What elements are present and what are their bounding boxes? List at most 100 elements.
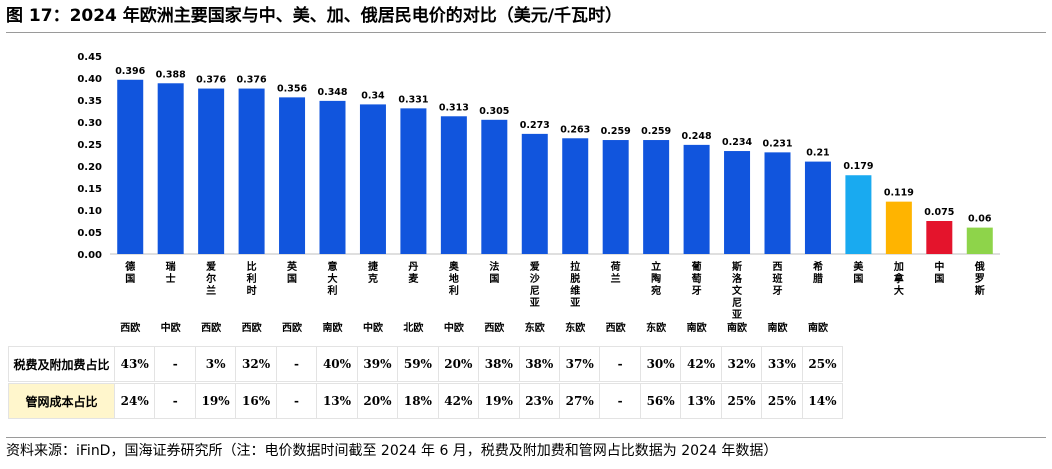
region-label: 西欧 [120, 321, 140, 334]
bar [319, 100, 346, 254]
source-note: 资料来源：iFinD，国海证券研究所（注：电价数据时间截至 2024 年 6 月… [6, 443, 778, 459]
share-value: 42% [680, 346, 722, 382]
category-label: 俄罗斯 [974, 260, 985, 297]
share-value: 32% [235, 346, 277, 382]
category-label: 拉脱维亚 [570, 260, 580, 309]
share-value: 13% [680, 383, 722, 419]
region-label: 东欧 [565, 321, 585, 334]
bar [804, 161, 831, 254]
share-value: 37% [558, 346, 601, 382]
category-label: 斯洛文尼亚 [732, 260, 743, 321]
region-label: 南欧 [768, 321, 788, 334]
tax-share-row: 税费及附加费占比 43% -3% 32% -40% 39% 59% 20% 38% 38% 37%… [8, 346, 844, 382]
share-value: 14% [801, 383, 844, 419]
value-label: 0.179 [843, 161, 873, 172]
y-tick-label: 0.25 [77, 140, 102, 151]
region-label: 东欧 [525, 321, 545, 334]
bar [602, 140, 629, 254]
value-label: 0.396 [115, 66, 145, 77]
share-value: - [599, 346, 641, 382]
region-label: 东欧 [646, 321, 666, 334]
category-label: 捷克 [368, 260, 379, 285]
share-value: 59% [397, 346, 439, 382]
value-label: 0.376 [237, 75, 267, 86]
value-labels: 0.396 0.388 0.376 0.376 0.356 0.348 0.34 0.331 0… [115, 66, 992, 225]
value-label: 0.313 [439, 102, 469, 113]
share-value: - [599, 383, 641, 419]
bar [198, 88, 225, 254]
bar [117, 79, 144, 254]
region-label: 西欧 [201, 321, 221, 334]
share-value: 38% [478, 346, 520, 382]
value-label: 0.06 [968, 214, 992, 225]
bar [400, 108, 427, 254]
category-label: 比利时 [247, 260, 257, 297]
share-value: 19% [194, 383, 237, 419]
value-label: 0.331 [398, 94, 428, 105]
y-tick-label: 0.30 [77, 118, 102, 129]
value-label: 0.34 [361, 90, 385, 101]
value-label: 0.259 [641, 126, 671, 137]
bar [440, 116, 467, 254]
bar [926, 221, 953, 254]
share-value: 43% [113, 346, 156, 382]
category-label: 意大利 [328, 260, 338, 297]
value-label: 0.075 [924, 207, 954, 218]
share-value: 32% [720, 346, 763, 382]
share-value: 56% [639, 383, 682, 419]
bar-chart: 0.00 0.05 0.10 0.15 0.20 0.25 0.30 0.35 0.40 0.45… [77, 52, 1000, 334]
category-label: 立陶宛 [650, 260, 661, 297]
tax-share-label: 税费及附加费占比 [8, 346, 115, 382]
category-label: 法国 [489, 260, 499, 285]
share-value: 38% [518, 346, 560, 382]
value-label: 0.305 [479, 106, 509, 117]
share-value: 19% [478, 383, 520, 419]
bars [117, 79, 993, 255]
value-label: 0.234 [722, 137, 752, 148]
bar [724, 151, 751, 254]
bar [643, 140, 670, 254]
share-value: - [275, 346, 318, 382]
share-value: 40% [316, 346, 358, 382]
category-label: 西班牙 [773, 261, 783, 297]
share-value: 30% [639, 346, 682, 382]
bar [764, 152, 791, 254]
share-value: 42% [437, 383, 480, 419]
tax-share-table: 税费及附加费占比 43% -3% 32% -40% 39% 59% 20% 38% 38% 37%… [8, 346, 844, 382]
grid-share-row: 管网成本占比 24% -19% 16% -13% 20% 18% 42% 19% 23% 27% -… [8, 383, 844, 419]
share-value: 18% [397, 383, 439, 419]
region-label: 中欧 [444, 321, 464, 334]
y-tick-label: 0.15 [77, 184, 102, 195]
value-label: 0.376 [196, 75, 226, 86]
category-label: 爱尔兰 [205, 260, 216, 297]
category-label: 英国 [286, 260, 298, 285]
share-value: - [154, 383, 196, 419]
category-label: 希腊 [812, 260, 823, 285]
value-label: 0.273 [520, 120, 550, 131]
category-labels: 德国 瑞士 爱尔兰 比利时 英国 意大利 捷克 丹麦 奥地利 法国 爱沙尼亚 拉脱维亚 荷兰 立陶宛 葡萄牙… [124, 260, 985, 321]
figure-title: 图 17：2024 年欧洲主要国家与中、美、加、俄居民电价的对比（美元/千瓦时） [6, 6, 623, 26]
value-label: 0.259 [601, 126, 631, 137]
bar [885, 201, 912, 254]
bar [521, 133, 548, 254]
region-label: 西欧 [282, 321, 302, 334]
region-label: 西欧 [484, 321, 504, 334]
bar [845, 175, 872, 254]
share-value: 23% [518, 383, 560, 419]
share-value: 39% [356, 346, 399, 382]
share-value: - [154, 346, 196, 382]
share-value: 25% [761, 383, 803, 419]
share-value: 25% [720, 383, 763, 419]
grid-share-table: 管网成本占比 24% -19% 16% -13% 20% 18% 42% 19% 23% 27% -… [8, 383, 844, 419]
share-value: 16% [235, 383, 277, 419]
region-label: 南欧 [323, 321, 343, 334]
share-value: 3% [194, 346, 237, 382]
value-label: 0.388 [156, 69, 186, 80]
y-tick-label: 0.40 [77, 74, 102, 85]
category-label: 奥地利 [449, 260, 460, 297]
category-label: 中国 [934, 260, 944, 285]
y-axis: 0.00 0.05 0.10 0.15 0.20 0.25 0.30 0.35 0.40 0.45 [77, 52, 102, 261]
value-label: 0.356 [277, 83, 307, 94]
category-label: 德国 [124, 260, 135, 285]
category-label: 美国 [853, 260, 864, 285]
